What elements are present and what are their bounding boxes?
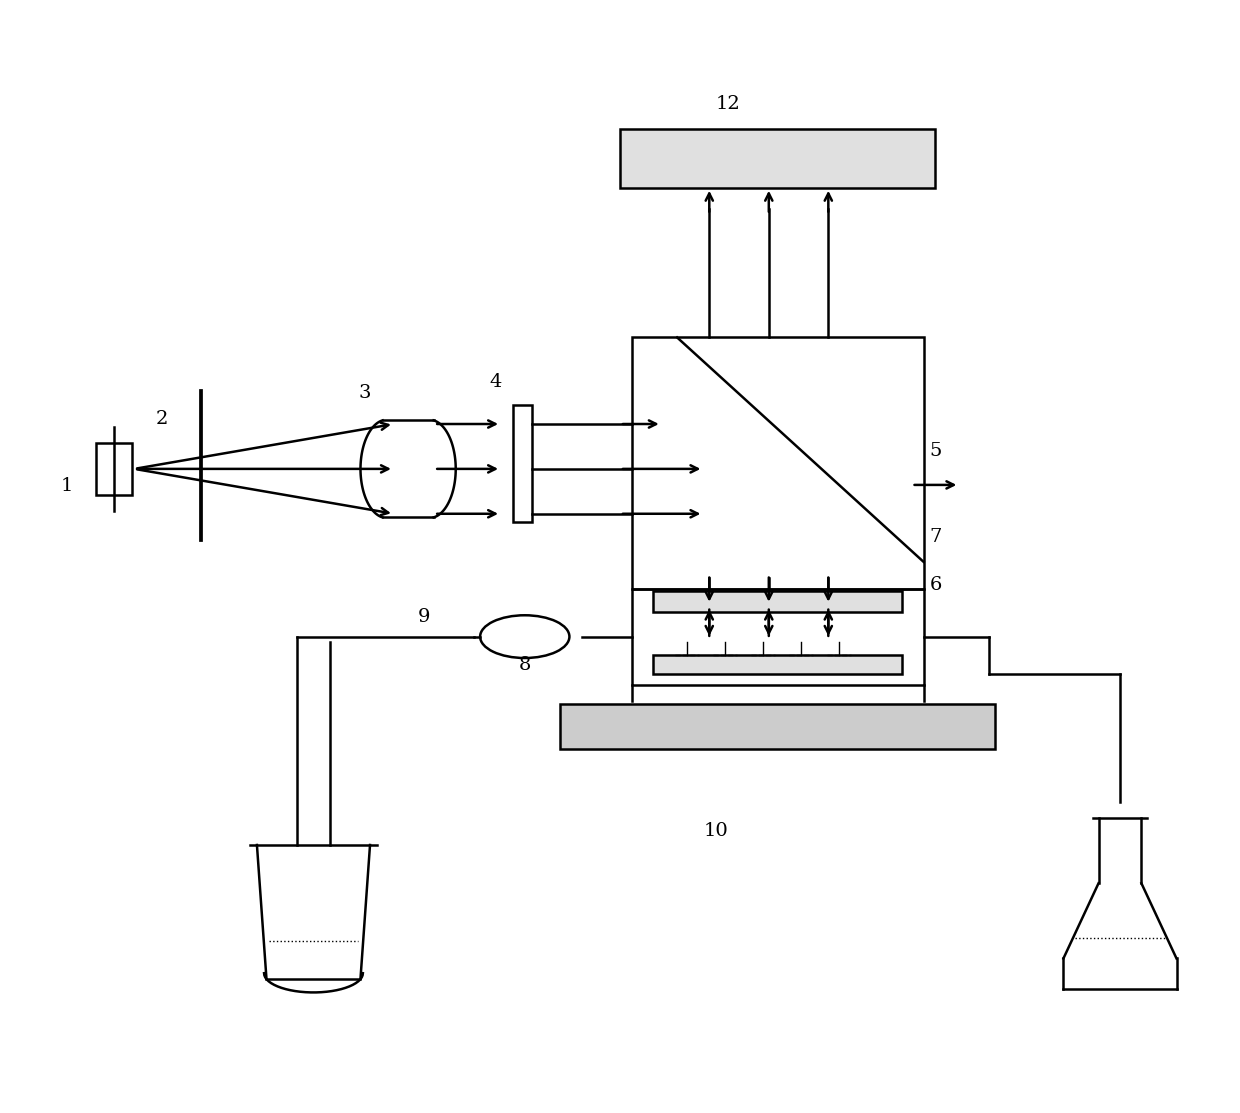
Text: 8: 8	[518, 656, 531, 674]
Ellipse shape	[480, 615, 569, 658]
Bar	[97, 443, 131, 494]
Text: 4: 4	[489, 373, 501, 391]
Bar	[632, 589, 924, 684]
Text: 3: 3	[358, 384, 371, 402]
Bar	[653, 591, 903, 612]
Text: 12: 12	[715, 95, 740, 114]
Bar	[632, 337, 924, 589]
Bar	[560, 703, 994, 749]
Bar	[653, 654, 903, 674]
Text: 9: 9	[418, 608, 430, 626]
Bar	[513, 405, 532, 522]
Bar	[620, 129, 935, 188]
Text: 7: 7	[930, 528, 942, 545]
Text: 10: 10	[703, 821, 728, 839]
Text: 2: 2	[156, 411, 169, 429]
Text: 1: 1	[61, 476, 73, 494]
Text: 5: 5	[930, 442, 942, 461]
Text: 6: 6	[930, 575, 942, 594]
